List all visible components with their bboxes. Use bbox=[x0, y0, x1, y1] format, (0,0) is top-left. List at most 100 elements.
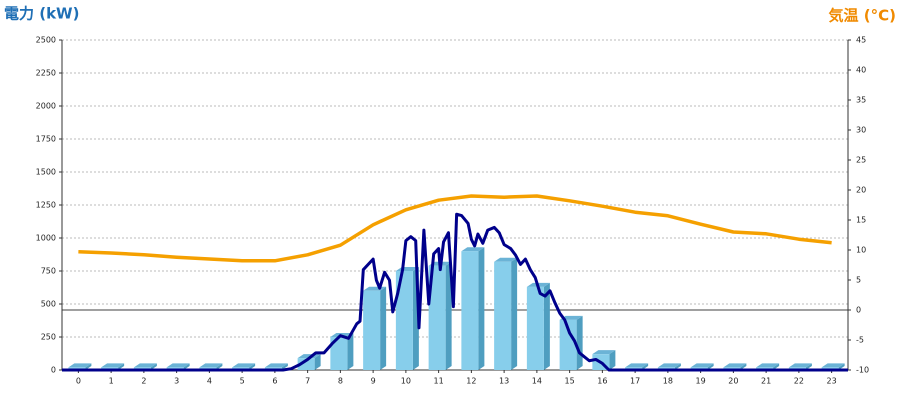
bar-top bbox=[232, 363, 256, 368]
bar bbox=[395, 271, 413, 370]
bar-side bbox=[674, 363, 681, 370]
x-tick-label: 13 bbox=[499, 377, 509, 386]
x-tick-label: 20 bbox=[728, 377, 738, 386]
x-tick-label: 23 bbox=[827, 377, 837, 386]
y-tick-label: 250 bbox=[41, 333, 56, 342]
x-tick-label: 8 bbox=[338, 377, 343, 386]
y2-tick-label: 0 bbox=[856, 306, 861, 315]
bar bbox=[330, 337, 348, 370]
bar-top bbox=[133, 363, 157, 368]
bar-side bbox=[183, 363, 190, 370]
x-tick-label: 18 bbox=[663, 377, 673, 386]
bar-top bbox=[690, 363, 714, 368]
x-tick-label: 7 bbox=[305, 377, 310, 386]
x-tick-label: 14 bbox=[532, 377, 542, 386]
bar-top bbox=[68, 363, 92, 368]
bar-top bbox=[199, 363, 223, 368]
bar-top bbox=[494, 257, 518, 262]
bar-top bbox=[821, 363, 845, 368]
x-tick-label: 6 bbox=[272, 377, 277, 386]
bar-side bbox=[347, 333, 354, 370]
bar-top bbox=[166, 363, 190, 368]
y-tick-label: 0 bbox=[51, 366, 56, 375]
bar-side bbox=[380, 286, 387, 370]
bar-top bbox=[625, 363, 649, 368]
y2-tick-label: 45 bbox=[856, 36, 866, 45]
bar bbox=[494, 261, 512, 370]
y2-tick-label: -5 bbox=[856, 336, 864, 345]
x-tick-label: 10 bbox=[401, 377, 411, 386]
y-tick-label: 500 bbox=[41, 300, 56, 309]
y-axis-title: 電力 (kW) bbox=[4, 5, 79, 23]
bar-side bbox=[281, 363, 288, 370]
bar-side bbox=[805, 363, 812, 370]
bar-side bbox=[740, 363, 747, 370]
bar-side bbox=[85, 363, 92, 370]
bar-side bbox=[576, 315, 583, 370]
y2-tick-label: 25 bbox=[856, 156, 866, 165]
y2-tick-label: 20 bbox=[856, 186, 866, 195]
y-tick-label: 2500 bbox=[36, 36, 56, 45]
bar-side bbox=[216, 363, 223, 370]
bar-top bbox=[723, 363, 747, 368]
x-tick-label: 15 bbox=[565, 377, 575, 386]
bar-side bbox=[543, 282, 550, 370]
bar-side bbox=[511, 257, 518, 370]
bar-top bbox=[461, 247, 485, 252]
y-tick-label: 1000 bbox=[36, 234, 56, 243]
x-tick-label: 0 bbox=[76, 377, 81, 386]
y-tick-label: 2250 bbox=[36, 69, 56, 78]
bar-side bbox=[478, 247, 485, 370]
bar-side bbox=[314, 354, 321, 370]
x-tick-label: 17 bbox=[630, 377, 640, 386]
bar bbox=[363, 290, 381, 370]
y2-tick-label: 35 bbox=[856, 96, 866, 105]
x-tick-label: 9 bbox=[371, 377, 376, 386]
bar-top bbox=[592, 350, 616, 355]
x-tick-label: 3 bbox=[174, 377, 179, 386]
bar-top bbox=[264, 363, 288, 368]
x-tick-label: 4 bbox=[207, 377, 212, 386]
bar-side bbox=[642, 363, 649, 370]
y2-tick-label: 40 bbox=[856, 66, 866, 75]
bar-top bbox=[788, 363, 812, 368]
line bbox=[62, 212, 848, 372]
bar-side bbox=[838, 363, 845, 370]
x-tick-label: 21 bbox=[761, 377, 771, 386]
line bbox=[78, 194, 832, 263]
y2-tick-label: -10 bbox=[856, 366, 869, 375]
bar-side bbox=[707, 363, 714, 370]
x-tick-label: 11 bbox=[434, 377, 444, 386]
y-tick-label: 2000 bbox=[36, 102, 56, 111]
y2-tick-label: 10 bbox=[856, 246, 866, 255]
x-tick-label: 12 bbox=[466, 377, 476, 386]
bar-top bbox=[101, 363, 125, 368]
x-tick-label: 1 bbox=[109, 377, 114, 386]
y2-tick-label: 15 bbox=[856, 216, 866, 225]
bar-side bbox=[150, 363, 157, 370]
x-tick-label: 19 bbox=[696, 377, 706, 386]
bar-top bbox=[657, 363, 681, 368]
y2-tick-label: 30 bbox=[856, 126, 866, 135]
bar bbox=[526, 286, 544, 370]
x-tick-label: 2 bbox=[141, 377, 146, 386]
y-tick-label: 1750 bbox=[36, 135, 56, 144]
bar bbox=[461, 251, 479, 370]
y2-tick-label: 5 bbox=[856, 276, 861, 285]
y-tick-label: 1500 bbox=[36, 168, 56, 177]
bar bbox=[297, 358, 315, 370]
bar-side bbox=[773, 363, 780, 370]
bar-side bbox=[118, 363, 125, 370]
bar-side bbox=[249, 363, 256, 370]
bar bbox=[428, 265, 446, 370]
y-tick-label: 750 bbox=[41, 267, 56, 276]
x-tick-label: 22 bbox=[794, 377, 804, 386]
bar-side bbox=[609, 350, 616, 370]
x-tick-label: 5 bbox=[240, 377, 245, 386]
y2-axis-title: 気温 (°C) bbox=[829, 7, 896, 25]
bar-top bbox=[756, 363, 780, 368]
x-tick-label: 16 bbox=[597, 377, 607, 386]
bar-side bbox=[445, 261, 452, 370]
bar bbox=[559, 319, 577, 370]
